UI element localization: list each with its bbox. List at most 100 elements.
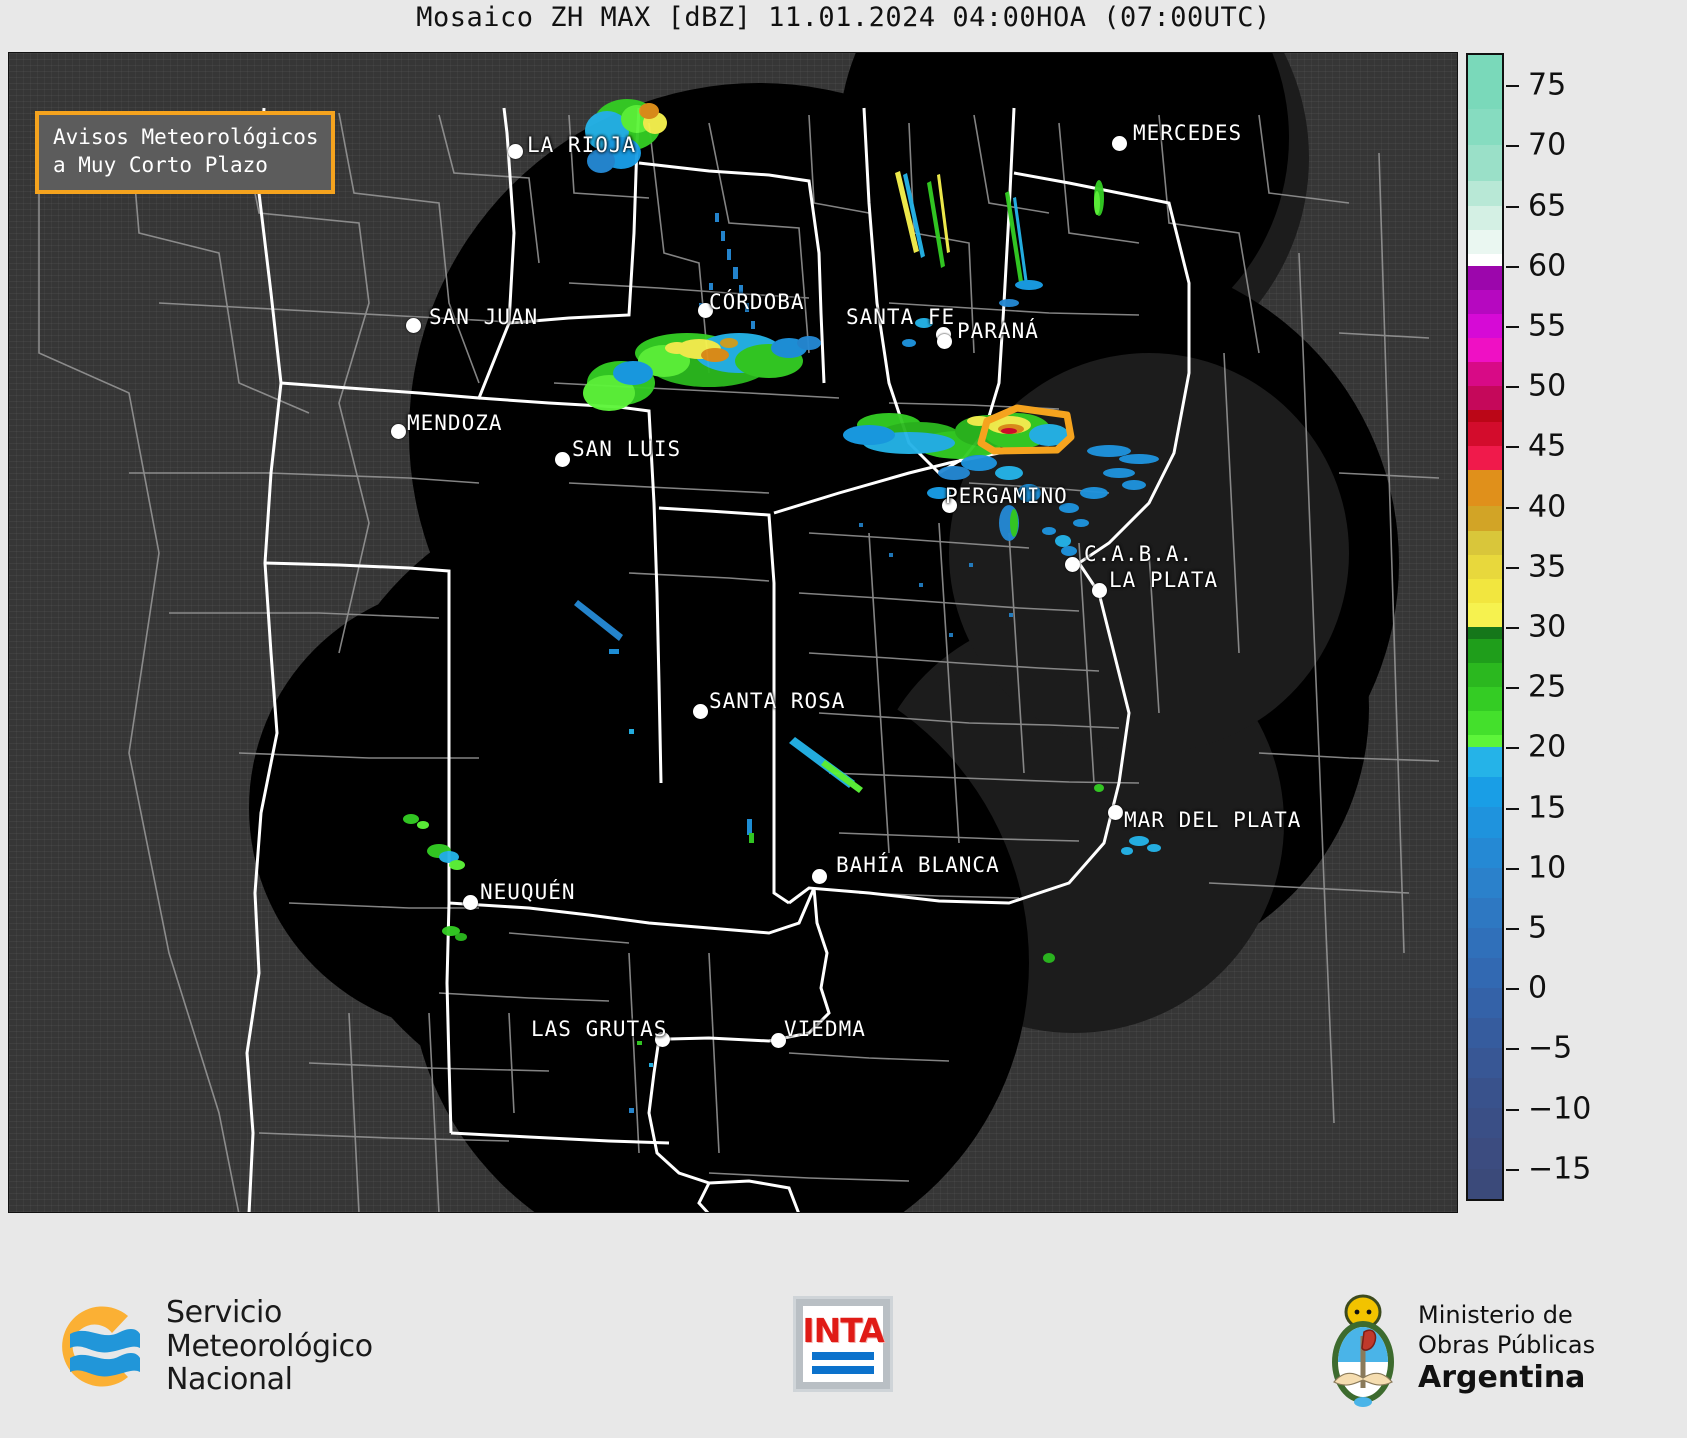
colorbar-ticks: 75 70 65 60 55 50 45 40 35 30 25 20 15 10 5 0 −5 −10 −15: [1506, 53, 1681, 1201]
footer-logos: Servicio Meteorológico Nacional INTA Min…: [0, 1282, 1687, 1438]
radar-map-panel[interactable]: Avisos Meteorológicos a Muy Corto Plazo …: [8, 52, 1458, 1213]
colorbar-tick-label: 70: [1528, 127, 1567, 163]
colorbar-segment: [1468, 578, 1502, 603]
colorbar-tick: [1506, 566, 1519, 569]
colorbar-segment: [1468, 145, 1502, 182]
smn-line-3: Nacional: [166, 1362, 293, 1398]
colorbar-segment: [1468, 229, 1502, 254]
colorbar-tick: [1506, 205, 1519, 208]
city-marker-dot: [942, 498, 957, 513]
colorbar-segment: [1468, 777, 1502, 808]
colorbar-segment: [1468, 362, 1502, 387]
smn-line-1: Servicio: [166, 1295, 282, 1331]
colorbar-tick: [1506, 145, 1519, 148]
colorbar-segment: [1468, 927, 1502, 958]
colorbar-segment: [1468, 422, 1502, 447]
colorbar-segment: [1468, 638, 1502, 663]
colorbar-tick-label: 25: [1528, 669, 1567, 705]
page-title: Mosaico ZH MAX [dBZ] 11.01.2024 04:00HOA…: [416, 2, 1271, 33]
ministerio-line-3: Argentina: [1418, 1359, 1586, 1395]
colorbar-segment: [1468, 747, 1502, 778]
colorbar: [1466, 53, 1504, 1201]
smn-logo: Servicio Meteorológico Nacional: [40, 1294, 373, 1399]
city-marker-dot: [812, 869, 827, 884]
colorbar-segment: [1468, 205, 1502, 230]
colorbar-tick: [1506, 867, 1519, 870]
colorbar-tick-label: 60: [1528, 248, 1567, 284]
city-marker-dot: [1065, 557, 1080, 572]
smn-logo-text: Servicio Meteorológico Nacional: [166, 1296, 373, 1397]
colorbar-segment: [1468, 506, 1502, 531]
colorbar-segment: [1468, 337, 1502, 363]
inta-logo-inner: INTA: [802, 1306, 885, 1382]
province-boundaries: [245, 107, 1191, 1212]
city-marker-dot: [1108, 805, 1123, 820]
colorbar-tick-label: 30: [1528, 609, 1567, 645]
ministerio-logo-text: Ministerio de Obras Públicas Argentina: [1418, 1301, 1595, 1396]
colorbar-segment: [1468, 1168, 1502, 1199]
colorbar-segment: [1468, 957, 1502, 988]
smn-mark-icon: [62, 1306, 140, 1387]
colorbar-tick-label: 10: [1528, 850, 1567, 886]
colorbar-segment: [1468, 554, 1502, 579]
colorbar-tick-label: 50: [1528, 368, 1567, 404]
colorbar-tick: [1506, 988, 1519, 991]
colorbar-segment: [1468, 867, 1502, 898]
ministerio-line-1: Ministerio de: [1418, 1301, 1573, 1330]
city-marker-dot: [693, 704, 708, 719]
colorbar-tick: [1506, 506, 1519, 509]
colorbar-segment: [1468, 735, 1502, 748]
city-marker-dot: [937, 334, 952, 349]
colorbar-tick: [1506, 687, 1519, 690]
colorbar-segment: [1468, 181, 1502, 206]
city-marker-dot: [555, 452, 570, 467]
colorbar-tick: [1506, 1048, 1519, 1051]
inta-logo: INTA: [793, 1296, 893, 1392]
colorbar-segment: [1468, 662, 1502, 688]
radar-echoes: [403, 99, 1161, 1113]
city-marker-dot: [771, 1033, 786, 1048]
city-marker-dot: [698, 303, 713, 318]
colorbar-tick: [1506, 386, 1519, 389]
ministerio-logo: Ministerio de Obras Públicas Argentina: [1322, 1290, 1595, 1408]
avisos-line-1: Avisos Meteorológicos: [53, 125, 319, 149]
colorbar-tick-label: 20: [1528, 729, 1567, 765]
colorbar-segment: [1468, 1138, 1502, 1169]
colorbar-segment: [1468, 1078, 1502, 1109]
colorbar-tick: [1506, 1108, 1519, 1111]
inta-bar-bottom: [811, 1366, 875, 1375]
city-marker-dot: [655, 1032, 670, 1047]
colorbar-tick-label: −15: [1528, 1151, 1592, 1187]
avisos-legend-box: Avisos Meteorológicos a Muy Corto Plazo: [35, 111, 335, 194]
colorbar-tick-label: 0: [1528, 970, 1548, 1006]
city-marker-dot: [1112, 136, 1127, 151]
colorbar-segment: [1468, 626, 1502, 639]
map-vector-layer: [38, 99, 1440, 1212]
colorbar-segment: [1468, 837, 1502, 868]
city-marker-dot: [463, 895, 478, 910]
city-marker-dot: [406, 318, 421, 333]
colorbar-segment: [1468, 807, 1502, 838]
smn-line-2: Meteorológico: [166, 1328, 373, 1364]
colorbar-segment: [1468, 55, 1502, 110]
colorbar-tick-label: 45: [1528, 428, 1567, 464]
colorbar-segment: [1468, 711, 1502, 736]
colorbar-segment: [1468, 1018, 1502, 1049]
colorbar-segment: [1468, 602, 1502, 627]
colorbar-segment: [1468, 410, 1502, 423]
colorbar-tick-label: 15: [1528, 790, 1567, 826]
colorbar-tick: [1506, 627, 1519, 629]
colorbar-segment: [1468, 386, 1502, 411]
colorbar-segment: [1468, 109, 1502, 146]
colorbar-tick: [1506, 807, 1519, 810]
ministerio-line-2: Obras Públicas: [1418, 1330, 1596, 1359]
colorbar-tick: [1506, 1168, 1519, 1171]
argentina-coat-of-arms-icon: [1332, 1294, 1394, 1407]
colorbar-tick: [1506, 446, 1519, 449]
colorbar-tick: [1506, 265, 1519, 268]
colorbar-tick: [1506, 747, 1519, 750]
colorbar-segment: [1468, 265, 1502, 290]
colorbar-tick: [1506, 85, 1519, 88]
colorbar-segment: [1468, 897, 1502, 928]
colorbar-tick-label: 65: [1528, 188, 1567, 224]
